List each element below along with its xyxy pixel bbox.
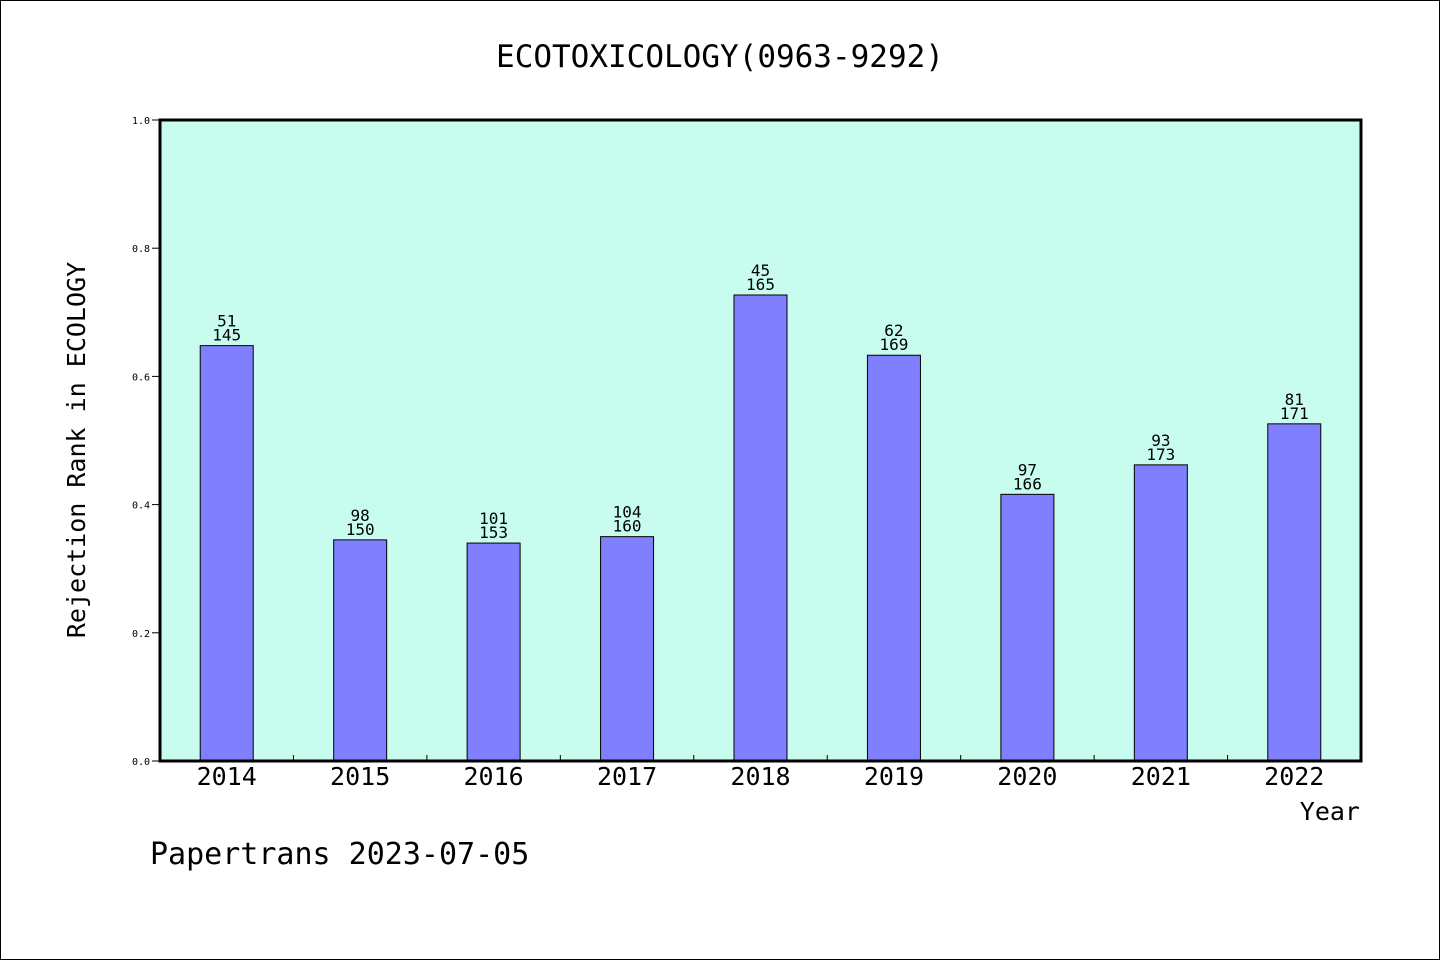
bar-total-label: 165 (746, 275, 775, 294)
bar-2016 (466, 542, 521, 762)
x-tick-label: 2021 (1131, 762, 1191, 791)
y-tick-label: 0.6 (132, 372, 150, 383)
y-tick-label: 0.2 (132, 629, 150, 640)
chart-title: ECOTOXICOLOGY(0963-9292) (496, 39, 944, 75)
bar-2015 (333, 539, 388, 762)
bar-rank-label: 45 (751, 261, 770, 280)
bars (199, 294, 1322, 762)
bar-rank-label: 97 (1018, 460, 1037, 479)
y-tick-label: 0.4 (132, 501, 150, 512)
bar-2020 (1000, 493, 1055, 762)
bar-rank-label: 93 (1151, 431, 1170, 450)
bar-total-label: 169 (879, 335, 908, 354)
y-tick-label: 0.0 (132, 757, 150, 768)
x-tick-label: 2020 (997, 762, 1057, 791)
bar-2019 (866, 354, 921, 762)
bar-total-label: 145 (212, 326, 241, 345)
bar-total-label: 173 (1146, 445, 1175, 464)
bar-total-label: 160 (613, 517, 642, 536)
x-axis-label: Year (1300, 797, 1360, 826)
y-axis-label: Rejection Rank in ECOLOGY (62, 262, 91, 638)
bar-rank-label: 62 (884, 321, 903, 340)
x-tick-label: 2014 (197, 762, 257, 791)
bar-2018 (733, 294, 788, 762)
x-tick-label: 2015 (330, 762, 390, 791)
plot-border (158, 118, 1363, 763)
bar-total-label: 150 (346, 520, 375, 539)
x-axis-ticks: 2014 2015 2016 2017 2018 2019 2020 2021 2022 (197, 755, 1324, 791)
bar-2021 (1133, 464, 1188, 762)
x-tick-label: 2017 (597, 762, 657, 791)
bar-total-label: 166 (1013, 474, 1042, 493)
bar-rank-label: 104 (613, 503, 642, 522)
bar-rank-label: 51 (217, 312, 236, 331)
bar-rank-label: 81 (1285, 390, 1304, 409)
x-tick-label: 2016 (464, 762, 524, 791)
bar-labels: 5114598150101153104160451656216997166931… (212, 261, 1308, 542)
y-axis-ticks: 0.0 0.2 0.4 0.6 0.8 1.0 (132, 116, 160, 768)
bar-total-label: 171 (1280, 404, 1309, 423)
y-tick-label: 0.8 (132, 244, 150, 255)
bar-total-label: 153 (479, 523, 508, 542)
x-tick-label: 2022 (1264, 762, 1324, 791)
bar-2017 (600, 536, 655, 762)
y-tick-label: 1.0 (132, 116, 150, 127)
bar-rank-label: 98 (351, 506, 370, 525)
bar-rank-label: 101 (479, 509, 508, 528)
x-tick-label: 2018 (730, 762, 790, 791)
bar-2014 (199, 345, 254, 762)
x-tick-label: 2019 (864, 762, 924, 791)
footer-credit: Papertrans 2023-07-05 (150, 837, 529, 872)
bar-2022 (1267, 423, 1322, 762)
